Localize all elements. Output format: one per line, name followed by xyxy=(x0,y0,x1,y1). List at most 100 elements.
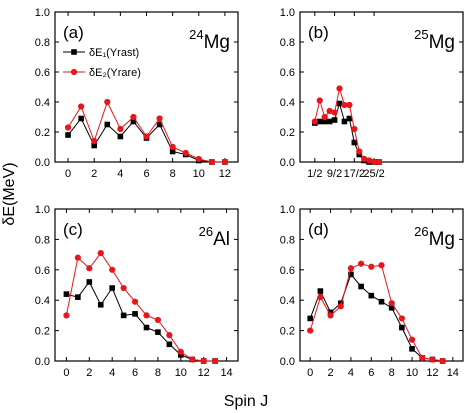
y-tick-label: 0.8 xyxy=(35,37,50,49)
y-tick-label: 0.0 xyxy=(280,157,295,169)
data-point xyxy=(399,324,405,331)
series-line xyxy=(67,100,225,163)
data-point xyxy=(398,315,405,322)
data-point xyxy=(409,346,415,352)
x-tick-label: 14 xyxy=(220,367,232,379)
data-point xyxy=(154,316,162,324)
legend-label: δE₁(Yrast) xyxy=(89,47,139,59)
data-point xyxy=(86,279,93,285)
data-point xyxy=(63,312,70,319)
data-point xyxy=(156,121,163,128)
data-point xyxy=(64,124,72,131)
legend-marker xyxy=(71,49,77,55)
panel-label: (b) xyxy=(308,23,329,42)
y-tick-label: 0.8 xyxy=(35,234,50,246)
data-point xyxy=(104,98,111,106)
data-point xyxy=(307,327,314,334)
legend: δE₁(Yrast) δE₂(Yrare) xyxy=(63,47,141,79)
data-point xyxy=(169,148,176,155)
data-point xyxy=(155,329,161,335)
x-tick-label: 6 xyxy=(368,367,374,379)
x-tick-label: 0 xyxy=(307,367,313,379)
plot-frame xyxy=(299,208,464,362)
data-point xyxy=(368,263,375,270)
data-point xyxy=(439,357,446,365)
data-point xyxy=(195,155,202,163)
x-tick-label: 4 xyxy=(109,367,115,379)
data-point xyxy=(130,113,137,121)
data-point xyxy=(143,312,150,319)
series-yrare xyxy=(307,260,446,365)
x-tick-label: 10 xyxy=(193,168,205,180)
data-point xyxy=(429,356,436,363)
y-tick-label: 0.0 xyxy=(35,157,50,169)
x-tick-label: 2 xyxy=(86,367,92,379)
data-point xyxy=(143,133,150,140)
series-yrast xyxy=(307,271,446,364)
data-point xyxy=(321,113,328,121)
data-point xyxy=(104,121,111,128)
data-point xyxy=(356,148,363,155)
y-tick-label: 0.4 xyxy=(35,295,50,307)
nucleus-label: 26Al xyxy=(199,224,230,250)
series-line xyxy=(314,101,379,163)
series-line xyxy=(66,281,216,362)
data-point xyxy=(341,101,348,109)
data-point xyxy=(388,300,395,307)
panel-label: (c) xyxy=(63,220,83,239)
data-point xyxy=(366,157,373,164)
legend-item: δE₂(Yrare) xyxy=(63,67,141,79)
y-tick-label: 1.0 xyxy=(280,204,295,216)
data-point xyxy=(331,109,338,116)
data-point xyxy=(346,101,353,109)
data-point xyxy=(120,312,127,319)
x-tick-label: 12 xyxy=(198,367,210,379)
x-tick-label: 8 xyxy=(170,168,176,180)
data-point xyxy=(74,254,81,261)
y-tick-label: 0.4 xyxy=(280,97,295,109)
x-tick-label: 0 xyxy=(63,367,69,379)
data-point xyxy=(351,139,358,146)
x-tick-label: 9/2 xyxy=(327,168,342,180)
chart-panel: 0.0 0.2 0.4 0.6 0.8 1.0 1/2 9/2 17/225/2 (b) 25Mg xyxy=(280,7,464,180)
data-point xyxy=(169,143,176,151)
y-axis-label: δE(MeV) xyxy=(1,162,18,225)
x-tick-label: 4 xyxy=(117,168,123,180)
x-tick-label: 25/2 xyxy=(363,168,384,180)
legend-label: δE₂(Yrare) xyxy=(89,67,141,79)
x-tick-label: 17/2 xyxy=(344,168,365,180)
data-point xyxy=(358,260,365,267)
y-tick-label: 1.0 xyxy=(280,7,295,19)
data-point xyxy=(347,265,355,272)
x-tick-label: 6 xyxy=(143,168,149,180)
x-tick-label: 1/2 xyxy=(307,168,322,180)
data-point xyxy=(91,137,98,145)
data-point xyxy=(375,158,383,166)
y-tick-label: 0.6 xyxy=(280,67,295,79)
data-point xyxy=(316,97,323,104)
data-point xyxy=(189,356,196,363)
y-tick-label: 0.2 xyxy=(280,127,295,139)
data-point xyxy=(341,118,348,125)
data-point xyxy=(86,265,93,272)
panel-label: (a) xyxy=(63,23,84,42)
x-axis-label: Spin J xyxy=(224,393,268,410)
x-tick-label: 2 xyxy=(91,168,97,180)
panels: 0.0 0.2 0.4 0.6 0.8 1.0 0 2 4 6 8 10 12 (a) 24Mg 0.0 0.2… xyxy=(35,7,464,379)
x-tick-label: 10 xyxy=(175,367,187,379)
series-yrare xyxy=(311,85,383,166)
x-tick-label: 2 xyxy=(328,367,334,379)
data-point xyxy=(117,125,124,133)
legend-marker xyxy=(70,68,78,76)
y-tick-label: 0.0 xyxy=(280,356,295,368)
data-point xyxy=(326,107,333,115)
data-point xyxy=(200,357,207,365)
data-point xyxy=(321,118,328,125)
chart-panel: 0.0 0.2 0.4 0.6 0.8 1.0 0 2 4 6 8 10 12 (a) 24Mg xyxy=(35,7,239,180)
data-point xyxy=(75,294,81,300)
data-point xyxy=(91,142,98,149)
x-tick-label: 12 xyxy=(219,168,231,180)
data-point xyxy=(109,266,116,273)
data-point xyxy=(109,285,115,291)
y-tick-label: 0.8 xyxy=(280,37,295,49)
